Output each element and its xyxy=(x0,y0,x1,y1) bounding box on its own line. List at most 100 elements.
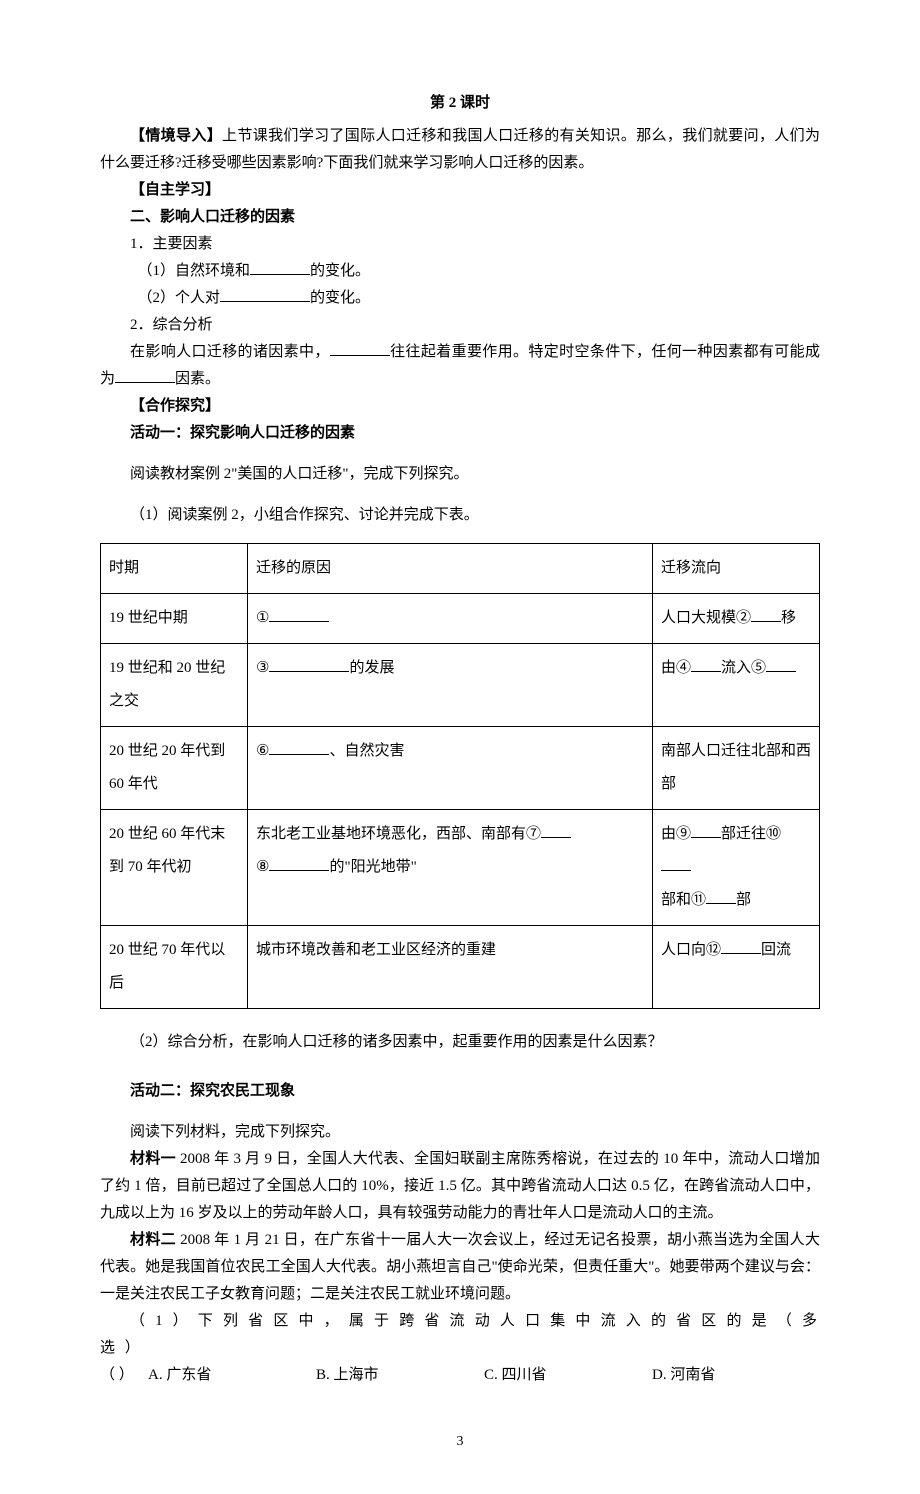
table-row: 20 世纪 20 年代到 60 年代 ⑥ 、自然灾害 南部人口迁往北部和西部 xyxy=(101,727,820,810)
spacer xyxy=(100,1056,820,1078)
page-root: 第 2 课时 【情境导入】上节课我们学习了国际人口迁移和我国人口迁移的有关知识。… xyxy=(0,0,920,1494)
cell-reason: 东北老工业基地环境恶化，西部、南部有⑦ ⑧ 的"阳光地带" xyxy=(248,810,653,926)
material2-text: 2008 年 1 月 21 日，在广东省十一届人大一次会议上，经过无记名投票，胡… xyxy=(100,1232,820,1302)
activity1-read: 阅读教材案例 2"美国的人口迁移"，完成下列探究。 xyxy=(100,461,820,488)
analysis-post: 因素。 xyxy=(175,371,220,387)
coop-label: 【合作探究】 xyxy=(100,393,820,420)
flow-pre: 人口大规模② xyxy=(661,610,751,626)
cell-reason: ⑥ 、自然灾害 xyxy=(248,727,653,810)
blank-t4[interactable] xyxy=(691,656,721,672)
migration-table: 时期 迁移的原因 迁移流向 19 世纪中期 ① 人口大规模② 移 19 世纪和 2… xyxy=(100,543,820,1009)
option-d[interactable]: D. 河南省 xyxy=(652,1362,820,1389)
q1-paren[interactable]: （ ） xyxy=(100,1362,148,1389)
self-study-label: 【自主学习】 xyxy=(100,177,820,204)
activity1-q1: （1）阅读案例 2，小组合作探究、讨论并完成下表。 xyxy=(100,502,820,529)
table-row: 20 世纪 70 年代以后 城市环境改善和老工业区经济的重建 人口向⑫ 回流 xyxy=(101,926,820,1009)
cell-period: 20 世纪 60 年代末到 70 年代初 xyxy=(101,810,248,926)
blank-1b[interactable] xyxy=(220,286,310,302)
table-row: 20 世纪 60 年代末到 70 年代初 东北老工业基地环境恶化，西部、南部有⑦… xyxy=(101,810,820,926)
blank-t8[interactable] xyxy=(269,855,329,871)
spacer xyxy=(100,447,820,461)
analysis-pre: 在影响人口迁移的诸因素中， xyxy=(130,344,330,360)
cell-reason: 城市环境改善和老工业区经济的重建 xyxy=(248,926,653,1009)
blank-t3[interactable] xyxy=(269,656,349,672)
circled-8: ⑧ xyxy=(256,859,269,875)
cell-reason: ③ 的发展 xyxy=(248,644,653,727)
analysis-text: 在影响人口迁移的诸因素中，往往起着重要作用。特定时空条件下，任何一种因素都有可能… xyxy=(100,339,820,393)
flow-mid2: 部和⑪ xyxy=(661,892,706,908)
spacer xyxy=(100,488,820,502)
option-c[interactable]: C. 四川省 xyxy=(484,1362,652,1389)
activity2-read: 阅读下列材料，完成下列探究。 xyxy=(100,1119,820,1146)
th-period: 时期 xyxy=(101,544,248,594)
cell-flow: 人口大规模② 移 xyxy=(653,594,820,644)
blank-t2[interactable] xyxy=(751,606,781,622)
cell-flow: 由④ 流入⑤ xyxy=(653,644,820,727)
circled-1: ① xyxy=(256,610,269,626)
blank-t7[interactable] xyxy=(541,822,571,838)
flow-post: 回流 xyxy=(761,942,791,958)
option-b[interactable]: B. 上海市 xyxy=(316,1362,484,1389)
flow-pre: 由④ xyxy=(661,660,691,676)
page-number: 3 xyxy=(100,1429,820,1454)
blank-t12[interactable] xyxy=(721,938,761,954)
material1-paragraph: 材料一 2008 年 3 月 9 日，全国人大代表、全国妇联副主席陈秀榕说，在过… xyxy=(100,1146,820,1227)
factor-1a: （1）自然环境和 的变化。 xyxy=(100,258,820,285)
circled-6: ⑥ xyxy=(256,743,269,759)
flow-pre: 人口向⑫ xyxy=(661,942,721,958)
factor-1b-pre: （2）个人对 xyxy=(138,290,221,306)
q1-options: （ ） A. 广东省 B. 上海市 C. 四川省 D. 河南省 xyxy=(100,1362,820,1389)
th-reason: 迁移的原因 xyxy=(248,544,653,594)
activity1-title: 活动一：探究影响人口迁移的因素 xyxy=(100,420,820,447)
factor-1a-pre: （1）自然环境和 xyxy=(138,263,251,279)
th-flow: 迁移流向 xyxy=(653,544,820,594)
intro-paragraph: 【情境导入】上节课我们学习了国际人口迁移和我国人口迁移的有关知识。那么，我们就要… xyxy=(100,123,820,177)
blank-2a[interactable] xyxy=(330,340,390,356)
reason-post: 、自然灾害 xyxy=(329,743,404,759)
cell-period: 19 世纪中期 xyxy=(101,594,248,644)
flow-post: 部 xyxy=(736,892,751,908)
lesson-title: 第 2 课时 xyxy=(100,90,820,117)
option-a[interactable]: A. 广东省 xyxy=(148,1362,316,1389)
table-header-row: 时期 迁移的原因 迁移流向 xyxy=(101,544,820,594)
intro-label: 【情境导入】 xyxy=(130,128,222,144)
factor-1b-post: 的变化。 xyxy=(310,290,370,306)
q1-stem-a: （ 1 ） 下 列 省 区 中 ， 属 于 跨 省 流 动 人 口 集 中 流 … xyxy=(100,1308,820,1362)
cell-flow: 由⑨ 部迁往⑩ 部和⑪ 部 xyxy=(653,810,820,926)
cell-period: 20 世纪 20 年代到 60 年代 xyxy=(101,727,248,810)
material2-paragraph: 材料二 2008 年 1 月 21 日，在广东省十一届人大一次会议上，经过无记名… xyxy=(100,1227,820,1308)
factor-1b: （2）个人对 的变化。 xyxy=(100,285,820,312)
blank-2b[interactable] xyxy=(115,367,175,383)
circled-3: ③ xyxy=(256,660,269,676)
table-row: 19 世纪中期 ① 人口大规模② 移 xyxy=(101,594,820,644)
reason-line1: 东北老工业基地环境恶化，西部、南部有⑦ xyxy=(256,826,541,842)
material1-text: 2008 年 3 月 9 日，全国人大代表、全国妇联副主席陈秀榕说，在过去的 1… xyxy=(100,1151,820,1221)
blank-t9[interactable] xyxy=(691,822,721,838)
main-factor-heading: 1．主要因素 xyxy=(100,231,820,258)
blank-1a[interactable] xyxy=(250,259,310,275)
activity1-q2: （2）综合分析，在影响人口迁移的诸多因素中，起重要作用的因素是什么因素？ xyxy=(100,1029,820,1056)
flow-mid: 流入⑤ xyxy=(721,660,766,676)
material2-label: 材料二 xyxy=(130,1232,176,1248)
flow-mid1: 部迁往⑩ xyxy=(721,826,781,842)
material1-label: 材料一 xyxy=(130,1151,176,1167)
cell-flow: 南部人口迁往北部和西部 xyxy=(653,727,820,810)
reason-line2-post: 的"阳光地带" xyxy=(329,859,416,875)
blank-t1[interactable] xyxy=(269,606,329,622)
cell-reason: ① xyxy=(248,594,653,644)
blank-t11[interactable] xyxy=(706,888,736,904)
table-row: 19 世纪和 20 世纪之交 ③ 的发展 由④ 流入⑤ xyxy=(101,644,820,727)
cell-period: 19 世纪和 20 世纪之交 xyxy=(101,644,248,727)
factor-1a-post: 的变化。 xyxy=(310,263,370,279)
analysis-heading: 2．综合分析 xyxy=(100,312,820,339)
flow-pre: 由⑨ xyxy=(661,826,691,842)
reason-post: 的发展 xyxy=(349,660,394,676)
flow-post: 移 xyxy=(781,610,796,626)
cell-flow: 人口向⑫ 回流 xyxy=(653,926,820,1009)
blank-t5[interactable] xyxy=(766,656,796,672)
activity2-title: 活动二：探究农民工现象 xyxy=(100,1078,820,1105)
blank-t6[interactable] xyxy=(269,739,329,755)
cell-period: 20 世纪 70 年代以后 xyxy=(101,926,248,1009)
self-study-heading: 二、影响人口迁移的因素 xyxy=(100,204,820,231)
blank-t10[interactable] xyxy=(661,855,691,871)
